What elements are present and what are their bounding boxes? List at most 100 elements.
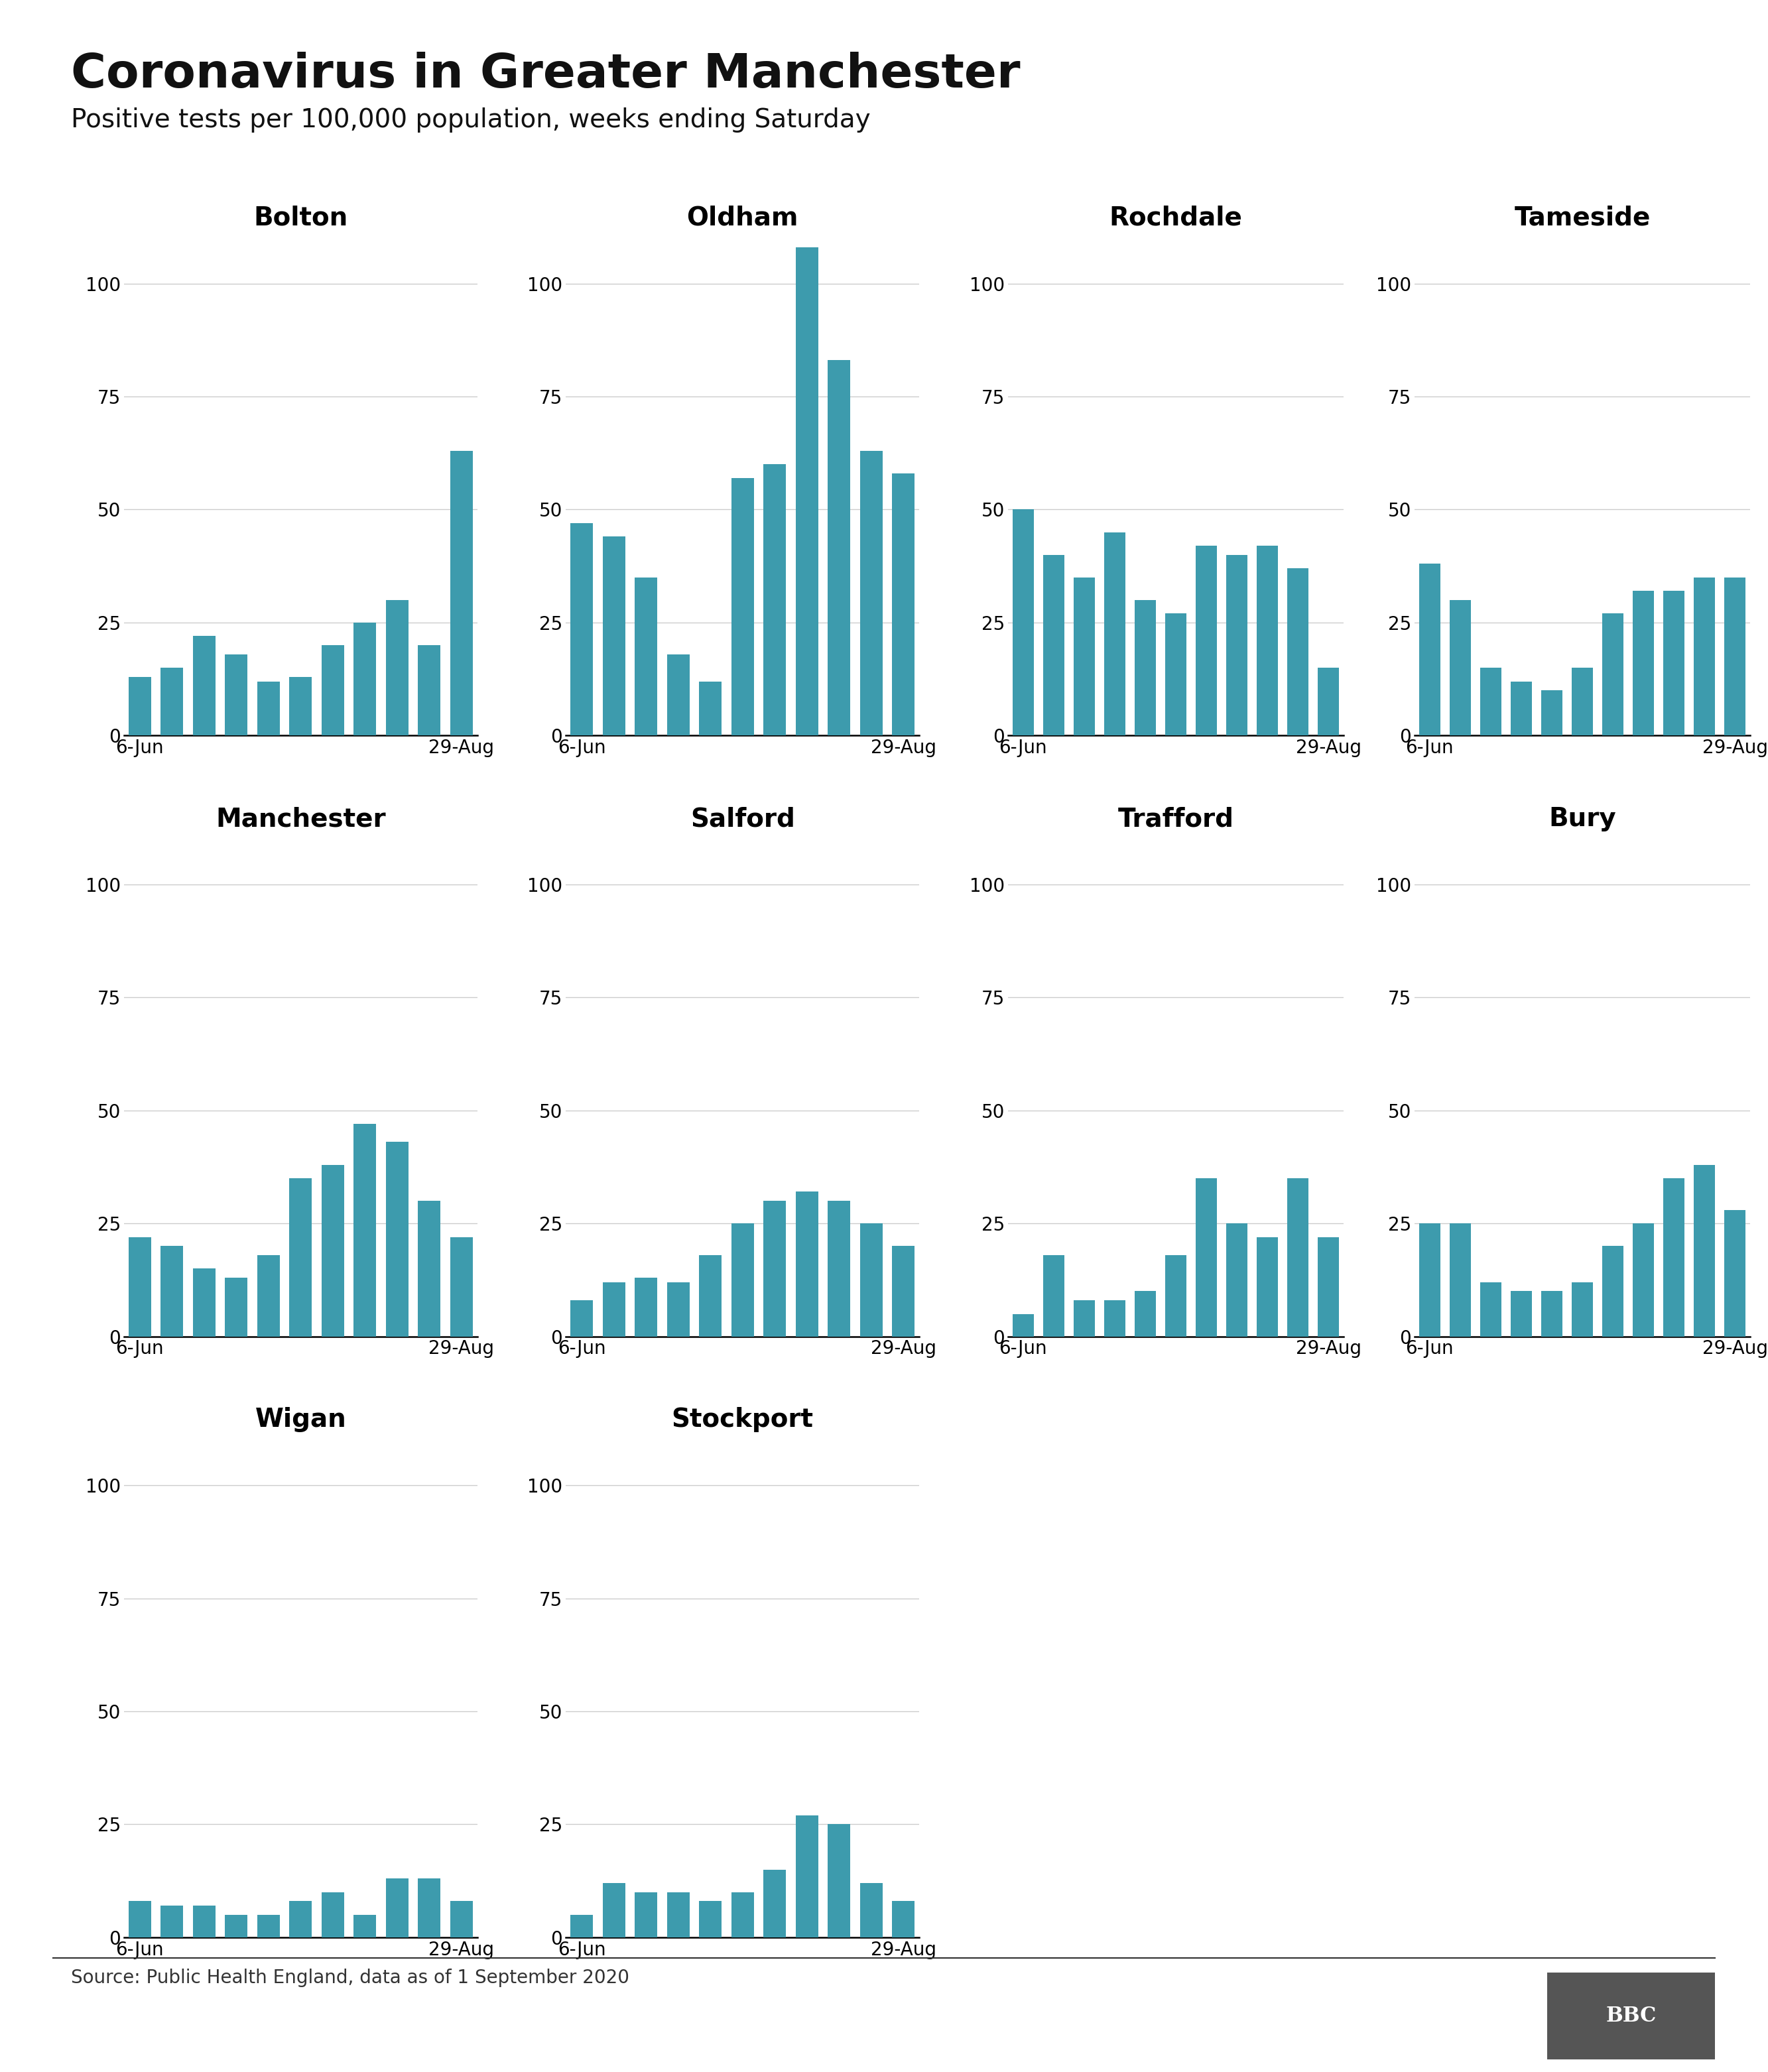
Text: Positive tests per 100,000 population, weeks ending Saturday: Positive tests per 100,000 population, w… xyxy=(71,108,870,133)
Bar xyxy=(451,1237,472,1336)
Bar xyxy=(1572,1283,1593,1336)
Bar xyxy=(893,1245,914,1336)
Bar xyxy=(225,655,248,736)
Bar xyxy=(667,1283,690,1336)
Bar xyxy=(698,682,721,736)
Bar xyxy=(1664,1179,1685,1336)
Bar xyxy=(893,1902,914,1937)
Bar xyxy=(1724,1210,1745,1336)
Bar xyxy=(1287,568,1308,736)
Bar xyxy=(290,1179,311,1336)
Text: BBC: BBC xyxy=(1605,2006,1657,2026)
Bar xyxy=(1103,533,1124,736)
Bar xyxy=(1257,1237,1278,1336)
Bar xyxy=(667,655,690,736)
Bar xyxy=(1694,578,1715,736)
Bar xyxy=(1257,545,1278,736)
Bar xyxy=(732,1892,753,1937)
Bar xyxy=(796,1191,819,1336)
Bar xyxy=(1135,601,1156,736)
Bar xyxy=(129,678,150,736)
Bar xyxy=(129,1902,150,1937)
Bar xyxy=(1634,1222,1655,1336)
Bar xyxy=(1510,1291,1533,1336)
Title: Bolton: Bolton xyxy=(253,205,348,230)
Bar xyxy=(732,1222,753,1336)
Bar xyxy=(1317,667,1338,736)
Bar xyxy=(1420,1222,1441,1336)
Bar xyxy=(827,1202,850,1336)
Bar xyxy=(193,636,216,736)
Bar xyxy=(1165,613,1186,736)
Bar xyxy=(322,644,345,736)
Bar xyxy=(322,1164,345,1336)
Bar xyxy=(290,1902,311,1937)
Bar xyxy=(1135,1291,1156,1336)
Bar xyxy=(1510,682,1533,736)
Bar xyxy=(1542,690,1563,736)
Title: Tameside: Tameside xyxy=(1513,205,1651,230)
Bar xyxy=(161,1245,184,1336)
Bar xyxy=(417,1879,440,1937)
Bar xyxy=(1602,613,1623,736)
Title: Wigan: Wigan xyxy=(255,1407,347,1432)
Bar xyxy=(1572,667,1593,736)
Bar xyxy=(667,1892,690,1937)
Bar xyxy=(1664,591,1685,736)
Bar xyxy=(1694,1164,1715,1336)
Bar xyxy=(1480,1283,1501,1336)
Bar xyxy=(193,1268,216,1336)
Bar xyxy=(417,644,440,736)
Bar xyxy=(571,1915,592,1937)
Bar xyxy=(603,537,626,736)
Bar xyxy=(1043,1256,1064,1336)
Bar xyxy=(571,1301,592,1336)
Bar xyxy=(1013,1314,1034,1336)
Bar xyxy=(1480,667,1501,736)
Bar xyxy=(385,1142,408,1336)
Bar xyxy=(1542,1291,1563,1336)
Bar xyxy=(1227,555,1248,736)
Bar xyxy=(1073,1301,1094,1336)
Bar xyxy=(603,1883,626,1937)
Text: Coronavirus in Greater Manchester: Coronavirus in Greater Manchester xyxy=(71,52,1020,97)
Bar xyxy=(1013,510,1034,736)
Bar xyxy=(451,452,472,736)
Bar xyxy=(451,1902,472,1937)
Bar xyxy=(1450,1222,1471,1336)
Bar xyxy=(635,1278,658,1336)
Bar xyxy=(796,247,819,736)
Bar xyxy=(859,452,882,736)
Bar xyxy=(1227,1222,1248,1336)
Bar xyxy=(1287,1179,1308,1336)
Bar xyxy=(827,361,850,736)
Bar xyxy=(256,1256,279,1336)
Bar xyxy=(225,1278,248,1336)
Bar xyxy=(732,479,753,736)
Bar xyxy=(1420,564,1441,736)
Bar xyxy=(893,472,914,736)
Bar xyxy=(1317,1237,1338,1336)
Bar xyxy=(1103,1301,1124,1336)
Bar xyxy=(1165,1256,1186,1336)
Title: Stockport: Stockport xyxy=(672,1407,813,1432)
Title: Rochdale: Rochdale xyxy=(1109,205,1243,230)
Bar xyxy=(635,1892,658,1937)
Bar xyxy=(385,601,408,736)
Bar xyxy=(161,667,184,736)
Bar xyxy=(764,1202,787,1336)
Bar xyxy=(698,1256,721,1336)
Bar xyxy=(635,578,658,736)
Bar xyxy=(354,1915,377,1937)
Bar xyxy=(290,678,311,736)
Bar xyxy=(859,1222,882,1336)
Bar xyxy=(129,1237,150,1336)
Bar xyxy=(256,682,279,736)
Bar xyxy=(1195,545,1216,736)
Bar xyxy=(225,1915,248,1937)
Bar xyxy=(354,1123,377,1336)
Title: Oldham: Oldham xyxy=(686,205,799,230)
Title: Trafford: Trafford xyxy=(1117,806,1234,831)
Title: Bury: Bury xyxy=(1549,806,1616,831)
Bar xyxy=(764,464,787,736)
